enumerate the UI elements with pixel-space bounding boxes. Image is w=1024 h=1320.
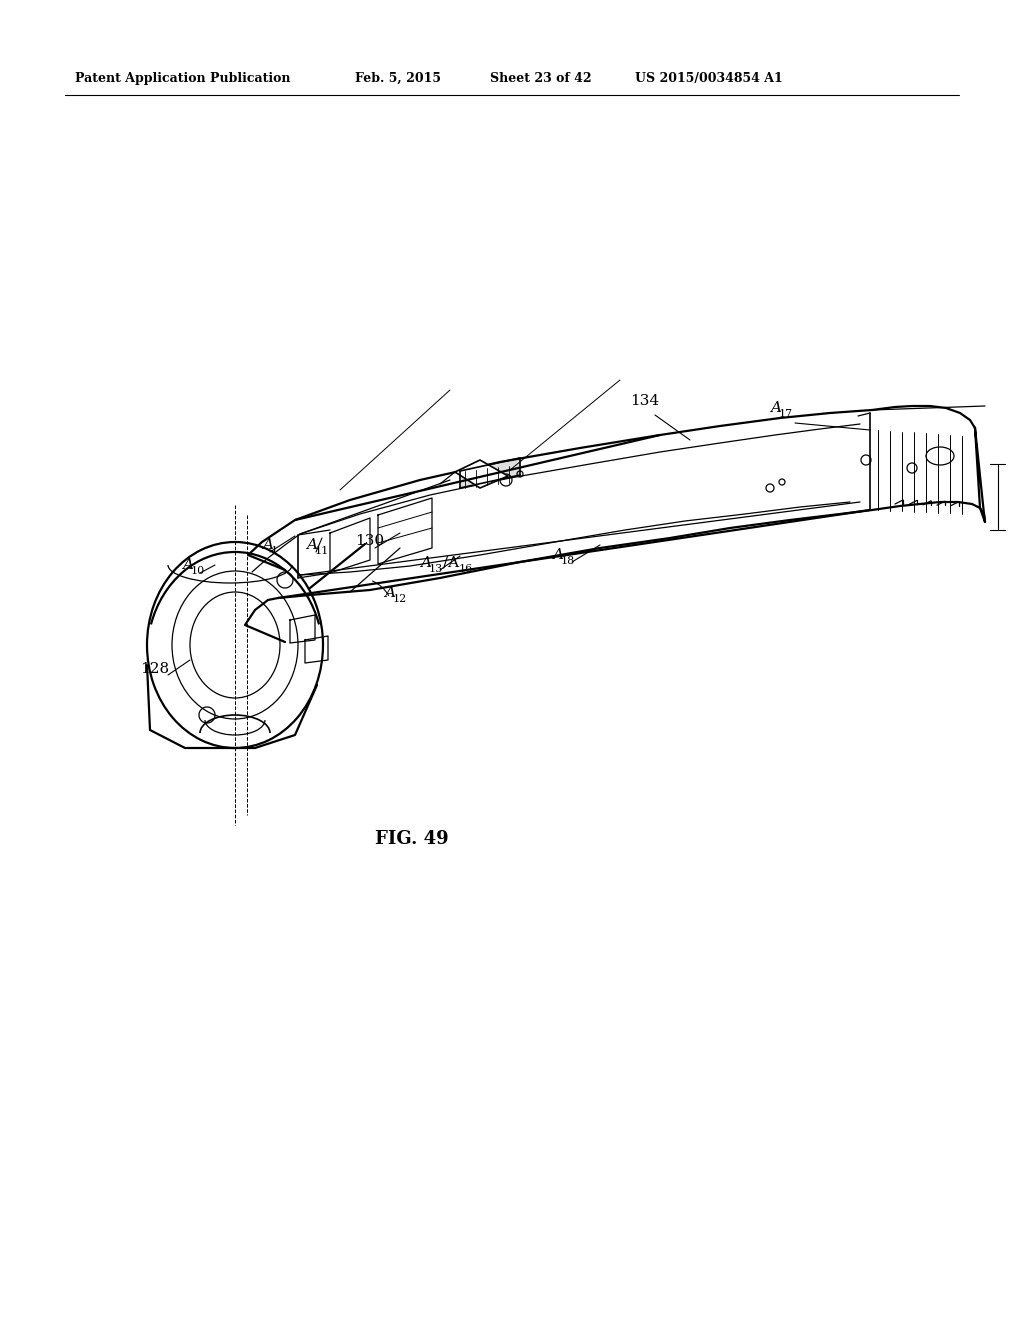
- Text: Sheet 23 of 42: Sheet 23 of 42: [490, 73, 592, 84]
- Text: FIG. 49: FIG. 49: [375, 830, 449, 847]
- Text: 11: 11: [315, 546, 330, 556]
- Text: 18: 18: [561, 556, 575, 566]
- Text: 13: 13: [429, 564, 443, 574]
- Text: 130: 130: [355, 535, 384, 548]
- Text: 1: 1: [271, 546, 279, 556]
- Text: Patent Application Publication: Patent Application Publication: [75, 73, 291, 84]
- Text: A: A: [182, 558, 193, 572]
- Text: A: A: [384, 586, 395, 601]
- Text: Feb. 5, 2015: Feb. 5, 2015: [355, 73, 441, 84]
- Polygon shape: [455, 459, 508, 488]
- Text: 128: 128: [140, 663, 169, 676]
- Text: A: A: [552, 548, 563, 562]
- Text: A: A: [306, 539, 317, 552]
- Text: 12: 12: [393, 594, 408, 605]
- Text: A: A: [420, 556, 431, 570]
- Polygon shape: [460, 458, 520, 488]
- Text: /A: /A: [443, 556, 459, 570]
- Text: 10: 10: [191, 566, 205, 576]
- Text: 134: 134: [630, 393, 659, 408]
- Text: 16: 16: [459, 564, 473, 574]
- Text: 17: 17: [779, 409, 794, 418]
- Text: A: A: [770, 401, 781, 414]
- Text: US 2015/0034854 A1: US 2015/0034854 A1: [635, 73, 782, 84]
- Text: A: A: [262, 539, 273, 552]
